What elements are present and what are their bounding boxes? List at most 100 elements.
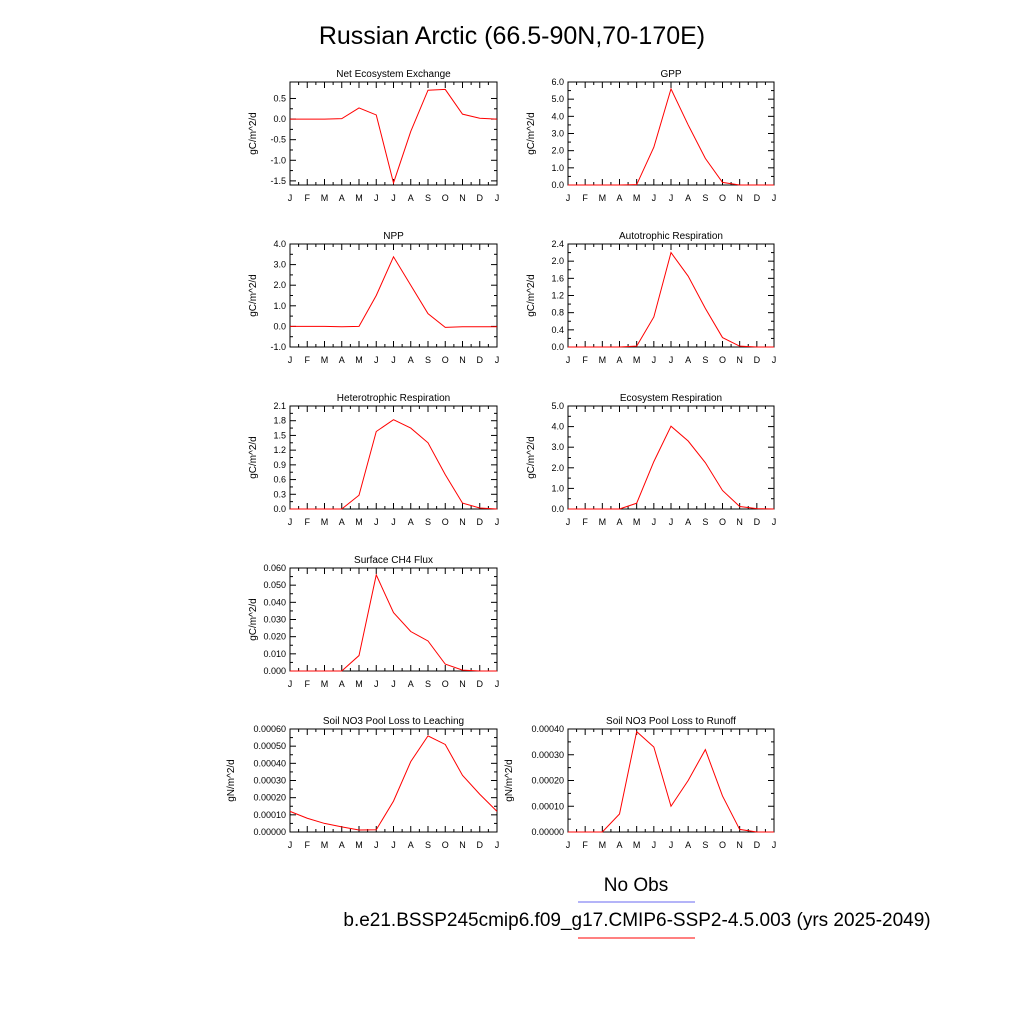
plot-frame	[567, 405, 775, 510]
x-tick-label: M	[321, 679, 329, 689]
x-tick-label: M	[599, 193, 607, 203]
x-tick-label: M	[355, 355, 363, 365]
y-tick-label: 0.00020	[531, 776, 564, 786]
y-tick-label: 3.0	[273, 260, 286, 270]
x-tick-label: M	[321, 355, 329, 365]
x-tick-label: O	[719, 517, 726, 527]
x-tick-label: A	[408, 193, 414, 203]
y-tick-label: 4.0	[273, 239, 286, 249]
y-tick-label: 0.00010	[253, 810, 286, 820]
y-tick-label: 0.00000	[531, 827, 564, 837]
x-tick-label: F	[582, 355, 588, 365]
x-tick-label: J	[391, 679, 396, 689]
x-tick-label: M	[355, 517, 363, 527]
x-tick-label: A	[339, 355, 345, 365]
plot-frame	[289, 728, 498, 833]
x-tick-label: F	[582, 517, 588, 527]
x-tick-label: N	[736, 355, 743, 365]
y-tick-label: 0.0	[551, 342, 564, 352]
series-line	[290, 255, 497, 328]
x-tick-label: A	[339, 517, 345, 527]
plot-frame	[289, 243, 498, 348]
x-tick-label: J	[566, 517, 571, 527]
legend-obs-label: No Obs	[604, 875, 668, 896]
x-tick-label: S	[702, 193, 708, 203]
y-tick-label: 0.0	[273, 114, 286, 124]
x-tick-label: M	[599, 517, 607, 527]
x-tick-label: J	[288, 679, 293, 689]
y-tick-label: 1.6	[551, 273, 564, 283]
x-tick-label: F	[582, 193, 588, 203]
legend-case-label: b.e21.BSSP245cmip6.f09_g17.CMIP6-SSP2-4.…	[343, 910, 930, 931]
series-line	[289, 735, 498, 831]
y-tick-label: 2.1	[273, 401, 286, 411]
y-tick-label: 3.0	[551, 442, 564, 452]
x-tick-label: O	[719, 840, 726, 850]
x-tick-label: M	[321, 517, 329, 527]
y-tick-label: 1.5	[273, 430, 286, 440]
x-tick-label: O	[442, 517, 449, 527]
x-tick-label: M	[599, 355, 607, 365]
x-tick-label: O	[442, 355, 449, 365]
y-tick-label: 3.0	[551, 129, 564, 139]
x-tick-label: S	[425, 679, 431, 689]
x-tick-label: J	[669, 840, 674, 850]
panel-title: Surface CH4 Flux	[354, 555, 433, 566]
y-tick-label: 0.00060	[253, 724, 286, 734]
x-tick-label: J	[772, 193, 777, 203]
y-axis-label: gC/m^2/d	[526, 112, 537, 155]
x-tick-label: D	[477, 517, 484, 527]
x-tick-label: M	[321, 193, 329, 203]
x-tick-label: A	[339, 193, 345, 203]
y-tick-label: 0.00030	[531, 750, 564, 760]
y-tick-label: 6.0	[551, 77, 564, 87]
panel-title: Net Ecosystem Exchange	[336, 69, 451, 80]
x-tick-label: A	[408, 517, 414, 527]
x-tick-label: J	[652, 840, 657, 850]
y-tick-label: 0.00000	[253, 827, 286, 837]
y-tick-label: 0.9	[273, 460, 286, 470]
y-tick-label: 0.000	[263, 666, 286, 676]
x-tick-label: O	[719, 193, 726, 203]
x-tick-label: D	[477, 840, 484, 850]
plot-frame	[289, 405, 498, 510]
x-tick-label: J	[374, 679, 379, 689]
y-tick-label: 0.8	[551, 308, 564, 318]
x-tick-label: N	[459, 517, 466, 527]
y-tick-label: 2.4	[551, 239, 564, 249]
x-tick-label: J	[652, 193, 657, 203]
x-tick-label: J	[495, 355, 500, 365]
x-tick-label: J	[652, 355, 657, 365]
legend: No Obs b.e21.BSSP245cmip6.f09_g17.CMIP6-…	[343, 875, 931, 939]
y-tick-label: 5.0	[551, 94, 564, 104]
x-tick-label: S	[702, 355, 708, 365]
x-tick-label: J	[669, 193, 674, 203]
x-tick-label: J	[566, 355, 571, 365]
y-tick-label: 1.8	[273, 416, 286, 426]
y-axis-label: gN/m^2/d	[504, 759, 515, 802]
x-tick-label: A	[616, 193, 622, 203]
x-tick-label: F	[582, 840, 588, 850]
panel-title: GPP	[660, 69, 681, 80]
x-tick-label: M	[355, 679, 363, 689]
x-tick-label: J	[374, 193, 379, 203]
y-tick-label: 0.060	[263, 563, 286, 573]
series-line	[568, 730, 774, 833]
x-tick-label: N	[459, 840, 466, 850]
series-line	[290, 419, 498, 510]
x-tick-label: D	[477, 355, 484, 365]
y-tick-label: 0.00040	[253, 758, 286, 768]
plot-frame	[567, 243, 775, 348]
x-tick-label: M	[321, 840, 329, 850]
x-tick-label: F	[305, 355, 311, 365]
y-tick-label: 0.00040	[531, 724, 564, 734]
x-tick-label: N	[459, 193, 466, 203]
x-tick-label: N	[736, 517, 743, 527]
y-tick-label: 2.0	[551, 256, 564, 266]
